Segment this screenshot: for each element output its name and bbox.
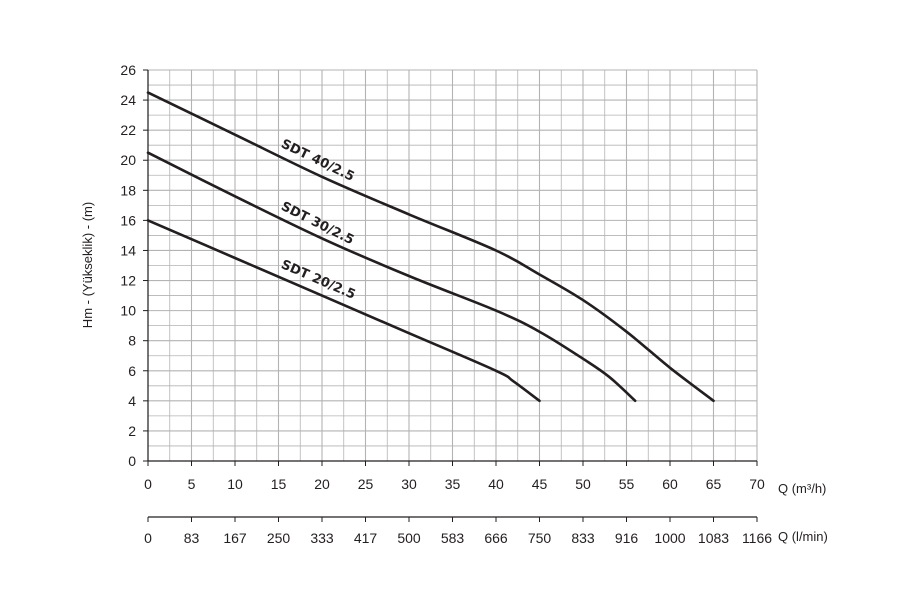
- x-tick-label: 55: [619, 476, 635, 492]
- y-tick-label: 26: [120, 62, 136, 78]
- x-tick-label: 20: [314, 476, 330, 492]
- series-line: [146, 219, 541, 403]
- x2-tick-label: 1166: [742, 530, 772, 546]
- y-tick-label: 18: [120, 182, 136, 198]
- x-axis-title: Q (m³/h): [778, 481, 826, 496]
- y-axis-title: Hm - (Yükseklik) - (m): [80, 202, 95, 328]
- x-tick-label: 10: [227, 476, 243, 492]
- y-tick-label: 20: [120, 152, 136, 168]
- x2-tick-label: 583: [441, 530, 465, 546]
- y-tick-label: 6: [128, 363, 136, 379]
- y-tick-label: 10: [120, 303, 136, 319]
- y-tick-label: 2: [128, 423, 136, 439]
- y-tick-label: 22: [120, 122, 136, 138]
- x2-tick-label: 0: [144, 530, 152, 546]
- x-tick-label: 15: [271, 476, 287, 492]
- x-tick-label: 50: [575, 476, 591, 492]
- x2-tick-label: 167: [223, 530, 247, 546]
- x2-axis-title: Q (l/min): [778, 529, 828, 544]
- x2-tick-label: 750: [528, 530, 552, 546]
- x2-tick-label: 83: [184, 530, 200, 546]
- y-tick-label: 16: [120, 212, 136, 228]
- x-tick-label: 70: [749, 476, 765, 492]
- x-tick-label: 0: [144, 476, 152, 492]
- x2-tick-label: 1083: [698, 530, 729, 546]
- x-tick-label: 35: [445, 476, 461, 492]
- x-tick-label: 45: [532, 476, 548, 492]
- x2-tick-label: 833: [571, 530, 595, 546]
- x-tick-label: 40: [488, 476, 504, 492]
- labels: Hm - (Yükseklik) - (m) Q (m³/h) Q (l/min…: [80, 202, 828, 544]
- series-line: [146, 151, 637, 403]
- y-tick-label: 12: [120, 273, 136, 289]
- x2-tick-label: 500: [397, 530, 421, 546]
- y-tick-label: 4: [128, 393, 136, 409]
- y-tick-label: 24: [120, 92, 136, 108]
- y-tick-label: 14: [120, 242, 136, 258]
- x2-tick-label: 250: [267, 530, 291, 546]
- x2-tick-label: 1000: [654, 530, 685, 546]
- y-tick-label: 8: [128, 333, 136, 349]
- x2-tick-label: 333: [310, 530, 334, 546]
- x-tick-label: 30: [401, 476, 417, 492]
- x-tick-label: 65: [706, 476, 722, 492]
- x2-tick-label: 666: [484, 530, 508, 546]
- x-tick-label: 5: [188, 476, 196, 492]
- y-tick-label: 0: [128, 453, 136, 469]
- x2-tick-label: 417: [354, 530, 378, 546]
- x2-tick-label: 916: [615, 530, 639, 546]
- series-line: [146, 91, 715, 403]
- x-tick-label: 60: [662, 476, 678, 492]
- x-tick-label: 25: [358, 476, 374, 492]
